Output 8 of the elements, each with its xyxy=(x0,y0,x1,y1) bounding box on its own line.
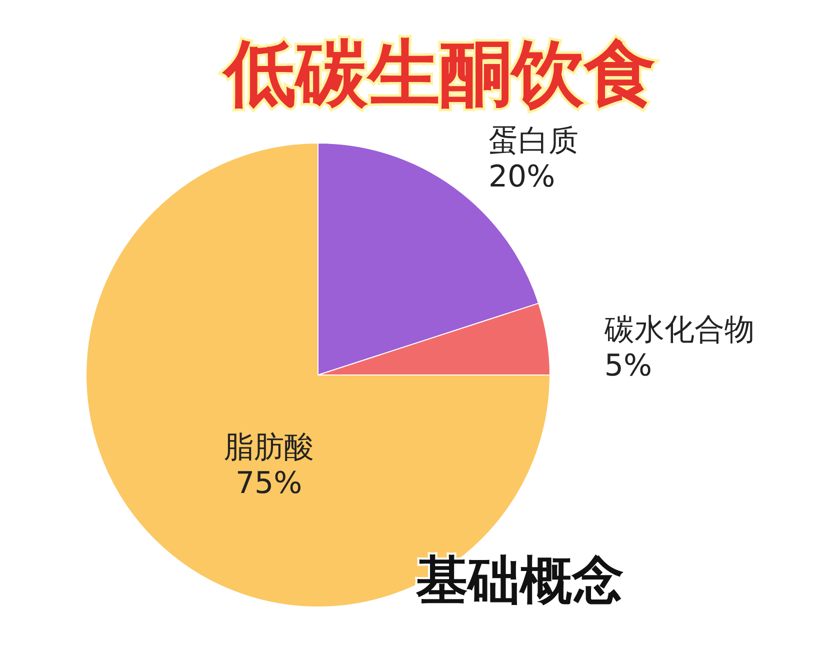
slice-label: 脂肪酸 xyxy=(224,430,314,466)
data-label: 20% xyxy=(488,159,556,194)
data-label: 75% xyxy=(235,466,302,502)
slice-label: 蛋白质 xyxy=(488,123,578,158)
slice-label: 碳水化合物 xyxy=(603,312,754,348)
data-label: 5% xyxy=(604,348,652,384)
text: 基础概念 xyxy=(415,551,624,611)
chart-title: 低碳生酮饮食 xyxy=(221,31,656,115)
